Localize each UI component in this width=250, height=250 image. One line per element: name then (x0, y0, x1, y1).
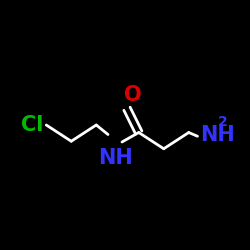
Text: O: O (124, 85, 141, 105)
Text: Cl: Cl (21, 115, 44, 135)
Text: NH: NH (98, 148, 132, 168)
Text: NH: NH (200, 125, 235, 145)
Text: 2: 2 (218, 116, 227, 130)
